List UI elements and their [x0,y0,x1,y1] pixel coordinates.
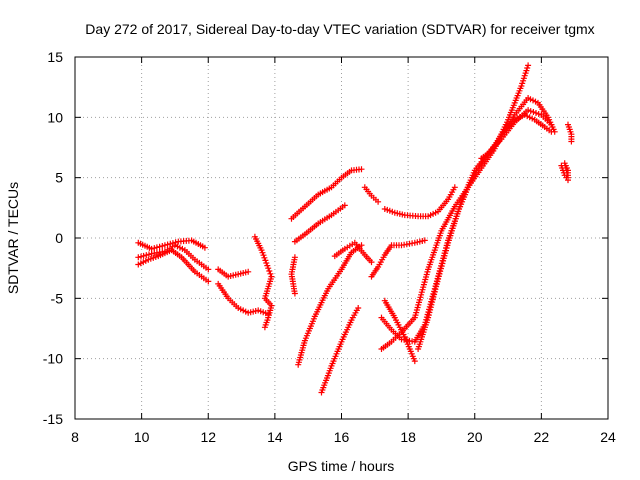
x-tick-label: 14 [267,429,283,445]
series-trace-d [215,266,252,280]
x-tick-label: 12 [200,429,216,445]
plus-markers [478,111,555,162]
series-trace-o [381,184,458,220]
x-tick-label: 10 [134,429,150,445]
plus-markers [565,121,575,145]
series-trace-l [331,239,375,266]
series-trace-t [478,111,555,162]
series-trace-h [291,202,348,245]
y-tick-label: -5 [51,290,64,306]
chart-title: Day 272 of 2017, Sidereal Day-to-day VTE… [85,21,594,37]
series-trace-k [318,305,362,396]
plus-markers [295,242,365,368]
y-tick-label: -15 [43,411,63,427]
y-tick-label: 15 [47,49,63,65]
series-trace-c [135,247,212,285]
x-axis-label: GPS time / hours [288,458,395,474]
y-tick-label: 0 [55,230,63,246]
plus-markers [215,266,252,280]
series-trace-g [288,166,365,222]
x-tick-label: 22 [534,429,550,445]
y-axis-label: SDTVAR / TECUs [5,182,21,294]
axis-ticks: 8 10 12 14 16 18 20 22 24 -15 -10 -5 0 5 10 15 [43,49,616,445]
series-trace-j [295,242,365,368]
plus-markers [291,202,348,245]
series-trace-a [135,237,208,252]
y-tick-label: -10 [43,351,63,367]
plus-markers [361,184,382,205]
x-tick-label: 20 [467,429,483,445]
series-trace-f [251,233,275,331]
x-tick-label: 8 [71,429,79,445]
series-trace-n [368,237,428,280]
x-tick-label: 24 [600,429,616,445]
series-trace-e [215,280,272,317]
plus-markers [288,254,298,297]
y-tick-label: 10 [47,109,63,125]
plus-markers [135,247,212,285]
x-tick-label: 16 [334,429,350,445]
x-tick-label: 18 [400,429,416,445]
plus-markers [288,166,365,222]
series-trace-i [288,254,298,297]
plus-markers [135,237,208,252]
plus-markers [215,280,272,317]
plus-markers [558,160,571,184]
series-trace-u [558,160,571,184]
plus-markers [251,233,275,331]
plus-markers [368,237,428,280]
series-trace-m [361,184,382,205]
plus-markers [318,305,362,396]
plus-markers [381,184,458,220]
y-tick-label: 5 [55,170,63,186]
data-points [135,62,575,396]
plus-markers [331,239,375,266]
series-trace-v [565,121,575,145]
